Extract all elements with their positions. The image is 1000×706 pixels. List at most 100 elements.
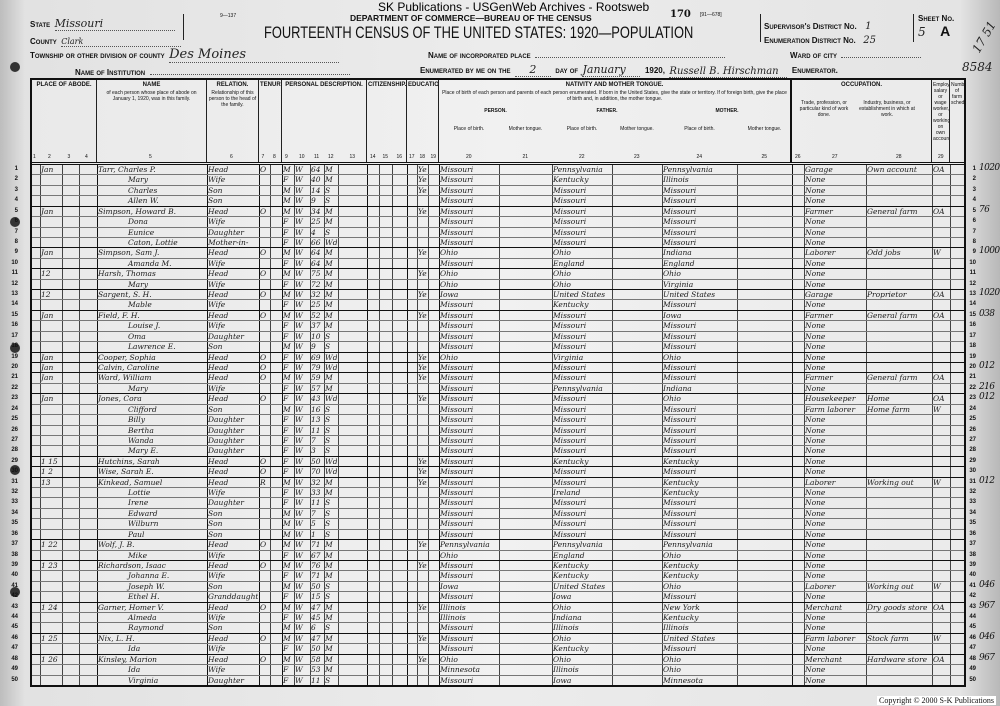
margin-code: 038 (979, 308, 995, 319)
cell-name: Ward, William (98, 373, 152, 383)
cell-rel: Head (208, 310, 229, 320)
cell-bp: Missouri (440, 592, 474, 602)
cell-sex: M (283, 602, 291, 612)
institution-field: Name of Institution (75, 62, 350, 80)
cell-ms: M (325, 175, 333, 185)
line-number-left: 13 (11, 291, 18, 298)
cell-ms: S (325, 227, 331, 237)
cell-sex: F (283, 571, 289, 581)
enumerated-day: 2 (514, 63, 551, 77)
cell-age: 13 (311, 415, 321, 425)
binder-hole (10, 217, 20, 227)
line-number-right: 48 (969, 655, 976, 662)
cell-mbp: Missouri (663, 196, 697, 206)
enumerated-field: Enumerated by me on the 2 day of January… (420, 60, 838, 78)
cell-ind: Dry goods store (867, 602, 928, 612)
cell-mbp: Missouri (663, 300, 697, 310)
column-number: 7 (261, 154, 265, 160)
cell-name: Kinkead, Samuel (98, 477, 163, 487)
column-number: 23 (634, 154, 640, 160)
cell-emp: OA (933, 310, 945, 320)
cell-lang: Yes (418, 456, 427, 466)
person-pob: Place of birth. (453, 126, 485, 132)
table-row: Mable Wife F W 25 M Missouri Kentucky Missouri No… (32, 299, 964, 309)
cell-occ: None (805, 488, 826, 498)
cell-tenure: O F (260, 373, 267, 383)
cell-sex: F (283, 415, 289, 425)
cell-mbp: Missouri (663, 508, 697, 518)
farm-desc: Number of farm schedule. (951, 82, 964, 106)
cell-ind: Home (867, 394, 890, 404)
cell-name: Ethel H. (128, 592, 160, 602)
binder-hole (10, 343, 20, 353)
cell-mbp: Missouri (663, 227, 697, 237)
cell-rel: Head (208, 560, 229, 570)
cell-race: W (295, 165, 303, 174)
cell-rel: Head (208, 269, 229, 279)
cell-fbp: Ireland (553, 488, 581, 498)
cell-occ: Garage (805, 290, 833, 300)
line-number-left: 7 (14, 228, 18, 235)
township-field: Township or other division of county Des… (30, 45, 340, 63)
cell-rel: Son (208, 404, 223, 414)
cell-bp: Missouri (440, 362, 474, 372)
table-row: Edward Son M W 7 S Missouri Missouri Missouri Non… (32, 507, 964, 518)
table-row: Wanda Daughter F W 7 S Missouri Missouri Missour… (32, 434, 964, 445)
cell-ms: S (325, 196, 331, 206)
cell-race: W (295, 675, 303, 685)
cell-lang: Yes (418, 352, 427, 362)
cell-mbp: Kentucky (663, 571, 699, 581)
margin-note-2: 8584 (962, 60, 993, 74)
cell-fbp: Missouri (553, 498, 587, 508)
cell-occ: None (805, 519, 826, 529)
line-number-left: 19 (11, 353, 18, 360)
cell-mbp: Missouri (663, 435, 697, 445)
line-number-left: 30 (11, 468, 18, 475)
state-label: State (30, 20, 51, 29)
cell-sex: F (283, 175, 289, 185)
line-number-right: 30 (969, 468, 976, 475)
cell-name: Bertha (128, 425, 154, 435)
table-row: Billy Daughter F W 13 S Missouri Missouri Missou… (32, 414, 964, 424)
cell-emp: OA (933, 165, 945, 174)
line-number-right: 36 (969, 530, 976, 537)
line-number-right: 40 (969, 572, 976, 579)
cell-rel: Daughter (208, 227, 244, 237)
line-number-right: 42 (969, 593, 976, 600)
column-number: 13 (349, 154, 356, 160)
line-number-left: 27 (11, 436, 18, 443)
cell-age: 71 (311, 540, 321, 550)
line-number-left: 8 (14, 238, 18, 245)
cell-sex: F (283, 383, 289, 393)
cell-ind: Working out (867, 581, 914, 591)
line-number-right: 13 (969, 291, 976, 298)
cell-name: Harsh, Thomas (98, 269, 156, 279)
cell-abode: Jan 15 21 (41, 373, 54, 383)
table-row: Dona Wife F W 25 M Missouri Missouri Missouri Non… (32, 216, 964, 226)
cell-mbp: Missouri (663, 373, 697, 383)
line-number-left: 38 (11, 551, 18, 558)
cell-age: 57 (311, 383, 321, 393)
line-number-right: 31 (969, 478, 976, 485)
header-occupation: OCCUPATION. Trade, profession, or partic… (792, 80, 932, 162)
cell-emp: OA (933, 602, 945, 612)
cell-ind: General farm (867, 310, 918, 320)
line-number-right: 25 (969, 416, 976, 423)
cell-rel: Head (208, 654, 229, 664)
cell-rel: Wife (208, 321, 226, 331)
cell-ms: S (325, 435, 331, 445)
cell-age: 11 (311, 675, 321, 685)
cell-bp: Ohio (440, 352, 458, 362)
cell-bp: Missouri (440, 446, 474, 456)
cell-name: Eunice (128, 227, 155, 237)
cell-name: Sargent, S. H. (98, 290, 152, 300)
field-box-border (183, 14, 185, 40)
cell-bp: Missouri (440, 217, 474, 227)
cell-tenure: O F (260, 467, 267, 477)
cell-sex: F (283, 227, 289, 237)
cell-tenure: O M (260, 560, 267, 570)
cell-abode: 1 26 22 (41, 654, 58, 664)
relation-desc: Relationship of this person to the head … (208, 90, 257, 108)
line-number-left: 9 (14, 249, 18, 256)
